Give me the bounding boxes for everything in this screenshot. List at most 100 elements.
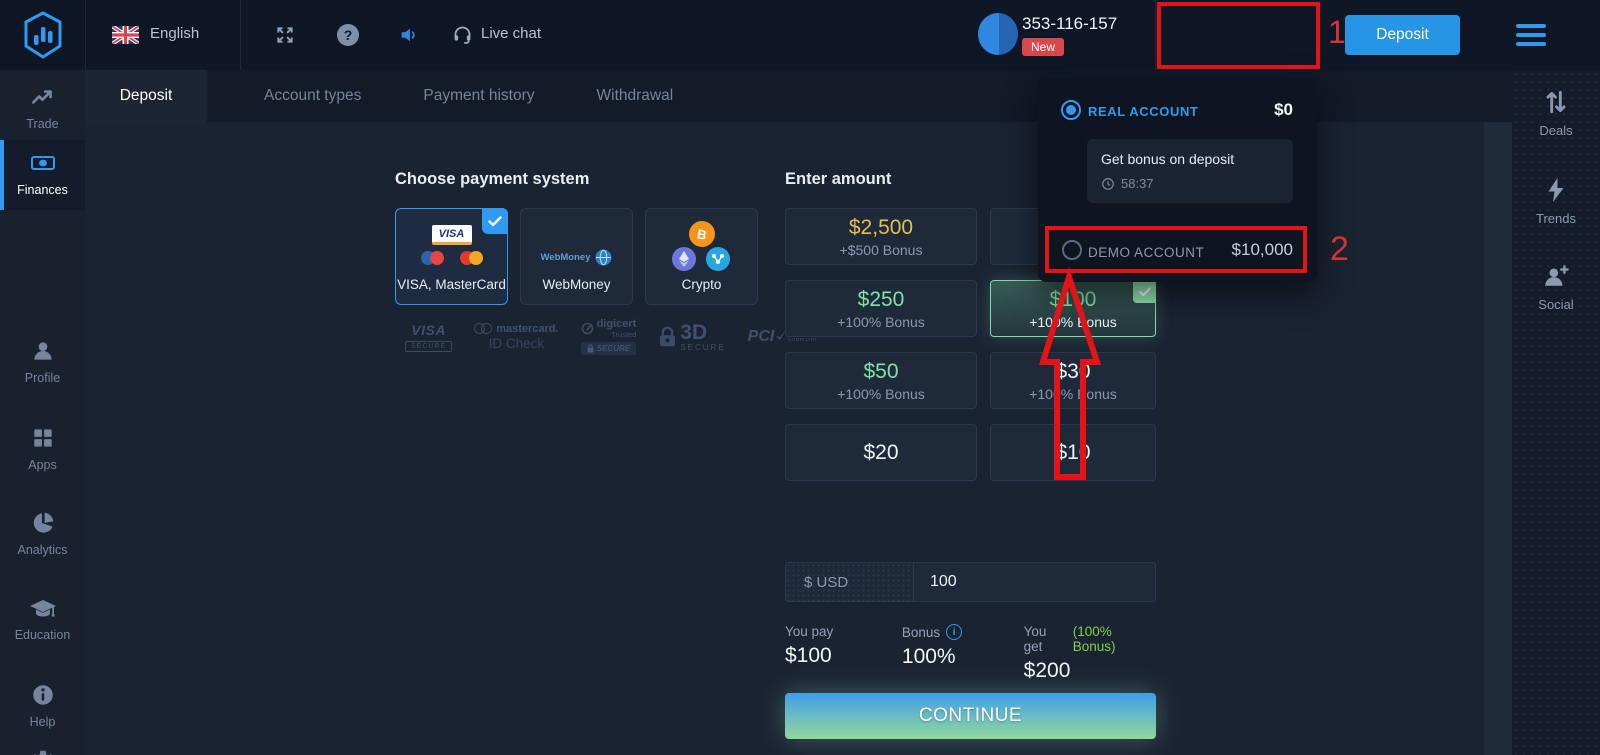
sidebar-item-apps[interactable]: Apps — [0, 425, 85, 472]
sidebar-item-trade[interactable]: Trade — [0, 84, 85, 131]
new-badge: New — [1022, 38, 1065, 56]
sidebar-item-settings[interactable] — [0, 748, 85, 755]
selected-check-icon — [1133, 280, 1156, 303]
demo-account-radio[interactable] — [1062, 240, 1082, 260]
digicert-badge: digicert Trusted SECURE — [580, 318, 636, 355]
real-account-label[interactable]: REAL ACCOUNT — [1088, 104, 1199, 119]
ripple-icon — [706, 247, 730, 271]
headset-icon — [452, 24, 473, 45]
amount-heading: Enter amount — [785, 170, 892, 188]
sidebar-item-help[interactable]: Help — [0, 682, 85, 729]
pie-chart-icon — [0, 510, 85, 536]
bonus-label: Bonus — [901, 624, 941, 640]
you-get-label: You get — [1023, 624, 1047, 654]
you-get-bonus-note: (100% Bonus) — [1072, 624, 1116, 654]
sidebar-item-trends[interactable]: Trends — [1512, 176, 1600, 226]
payment-card-label: VISA, MasterCard — [397, 277, 506, 292]
selected-check-icon — [482, 208, 508, 234]
sidebar-item-deals[interactable]: Deals — [1512, 88, 1600, 138]
banknote-icon — [0, 150, 85, 176]
help-question-icon[interactable]: ? — [337, 24, 359, 46]
avatar[interactable] — [978, 13, 1018, 55]
payment-system-section: Choose payment system VISA VISA, MasterC… — [395, 170, 817, 355]
payment-card-label: WebMoney — [542, 277, 611, 292]
amount-option-250[interactable]: $250 +100% Bonus — [785, 280, 977, 337]
account-switcher[interactable]: REAL ACCOUNT $0 — [1160, 0, 1320, 70]
uk-flag-icon — [112, 26, 139, 44]
live-chat-button[interactable]: Live chat — [481, 25, 542, 42]
topbar-divider — [1155, 0, 1156, 70]
sidebar-item-education[interactable]: Education — [0, 595, 85, 642]
sound-icon[interactable] — [398, 24, 420, 46]
payment-card-webmoney[interactable]: WebMoney WebMoney — [520, 208, 633, 305]
graduation-cap-icon — [0, 595, 85, 621]
amount-option-30[interactable]: $30 +100% Bonus — [990, 352, 1156, 409]
right-sidebar: Deals Trends Social — [1512, 70, 1600, 755]
you-pay-value: $100 — [785, 644, 832, 667]
bonus-on-deposit-card[interactable]: Get bonus on deposit 58:37 — [1087, 139, 1293, 203]
amount-option-50[interactable]: $50 +100% Bonus — [785, 352, 977, 409]
amount-option-20[interactable]: $20 — [785, 424, 977, 481]
tab-payment-history[interactable]: Payment history — [423, 87, 535, 104]
visa-mastercard-logo: VISA — [396, 225, 507, 265]
active-nav-highlight — [0, 140, 85, 210]
gear-icon — [0, 748, 85, 755]
demo-account-label[interactable]: DEMO ACCOUNT — [1088, 245, 1205, 260]
sidebar-item-profile[interactable]: Profile — [0, 338, 85, 385]
tab-withdrawal[interactable]: Withdrawal — [596, 87, 674, 104]
language-selector[interactable]: English — [150, 25, 200, 42]
visa-secure-badge: VISA SECURE — [405, 322, 453, 352]
sidebar-item-social[interactable]: Social — [1512, 262, 1600, 312]
left-sidebar: Trade Finances Profile Apps Analytics — [0, 70, 85, 755]
bonus-title: Get bonus on deposit — [1101, 151, 1235, 167]
clock-icon — [1101, 177, 1115, 191]
continue-button[interactable]: CONTINUE — [785, 693, 1156, 739]
scrollbar-track[interactable] — [1484, 122, 1512, 755]
currency-selector[interactable]: $ USD — [786, 563, 914, 601]
trust-badges: VISA SECURE mastercard. ID Check digicer… — [405, 318, 817, 355]
tab-account-types[interactable]: Account types — [264, 87, 362, 104]
bonus-timer: 58:37 — [1121, 176, 1154, 191]
user-icon — [0, 338, 85, 364]
bitcoin-icon: B — [686, 218, 718, 250]
menu-hamburger-icon[interactable] — [1516, 24, 1546, 46]
bonus-value: 100% — [901, 645, 956, 668]
info-icon — [0, 682, 85, 708]
sidebar-item-finances[interactable]: Finances — [0, 150, 85, 197]
webmoney-logo: WebMoney — [521, 249, 632, 266]
ethereum-icon — [672, 247, 696, 271]
tab-deposit[interactable]: Deposit — [85, 70, 207, 122]
topbar-divider — [240, 0, 241, 70]
deals-arrows-icon — [1512, 88, 1600, 116]
sidebar-item-analytics[interactable]: Analytics — [0, 510, 85, 557]
payment-card-label: Crypto — [681, 277, 722, 292]
real-account-balance: $0 — [1274, 100, 1293, 119]
account-dropdown: REAL ACCOUNT $0 Get bonus on deposit 58:… — [1038, 78, 1317, 282]
amount-option-100-selected[interactable]: $100 +100% Bonus — [990, 280, 1156, 337]
you-pay-label: You pay — [785, 624, 834, 639]
amount-input[interactable] — [914, 563, 1155, 601]
real-account-radio[interactable] — [1061, 100, 1081, 120]
bonus-info-icon[interactable]: i — [946, 624, 963, 640]
lightning-icon — [1512, 176, 1600, 204]
payment-summary: You pay $100 Bonus i 100% You get (100% Bo… — [785, 624, 1156, 683]
mastercard-idcheck-badge: mastercard. ID Check — [474, 323, 559, 351]
grid-icon — [0, 425, 85, 451]
amount-input-row: $ USD — [785, 562, 1156, 602]
payment-card-visa-mastercard[interactable]: VISA VISA, MasterCard — [395, 208, 508, 305]
demo-account-balance: $10,000 — [1231, 240, 1293, 259]
payment-card-crypto[interactable]: B Crypto — [645, 208, 758, 305]
hexagon-chart-logo-icon — [21, 11, 65, 59]
payment-heading: Choose payment system — [395, 170, 590, 188]
top-bar: English ? Live chat 353-116-157 New — [0, 0, 1600, 70]
crypto-coins-logo: B — [646, 218, 757, 273]
fullscreen-icon[interactable] — [275, 25, 295, 45]
amount-option-2500[interactable]: $2,500 +$500 Bonus — [785, 208, 977, 265]
account-id: 353-116-157 — [1022, 14, 1118, 33]
trend-up-icon — [0, 84, 85, 110]
brand-logo[interactable] — [0, 0, 86, 70]
3d-secure-badge: 3D SECURE — [658, 322, 725, 352]
amount-option-10[interactable]: $10 — [990, 424, 1156, 481]
deposit-button[interactable]: Deposit — [1345, 15, 1460, 55]
